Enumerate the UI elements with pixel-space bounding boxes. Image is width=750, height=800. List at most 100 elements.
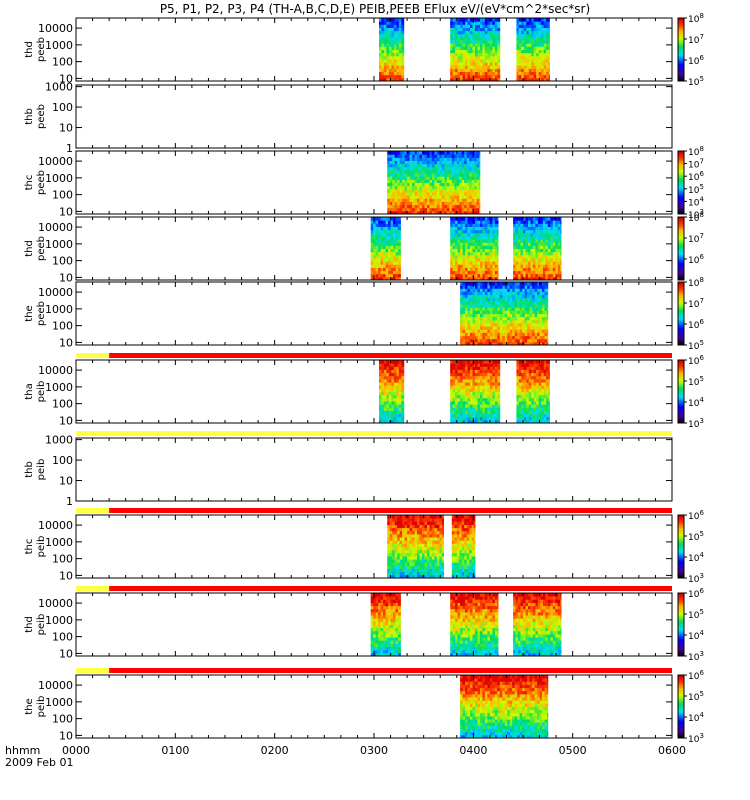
spectrogram-cell — [414, 207, 418, 212]
spectrogram-cell — [409, 182, 413, 187]
spectrogram-cell — [424, 154, 428, 158]
spectrogram-cell — [388, 378, 392, 383]
spectrogram-cell — [516, 30, 520, 35]
spectrogram-cell — [474, 201, 478, 206]
spectrogram-cell — [412, 154, 415, 158]
spectrogram-cell — [396, 49, 400, 54]
spectrogram-cell — [398, 71, 402, 76]
spectrogram-cell — [480, 326, 483, 330]
spectrogram-cell — [550, 217, 554, 221]
spectrogram-cell — [393, 59, 397, 63]
spectrogram-cell — [547, 242, 551, 246]
spectrogram-cell — [399, 151, 403, 155]
spectrogram-cell — [532, 294, 535, 299]
spectrogram-cell — [513, 267, 516, 272]
spectrogram-cell — [484, 248, 488, 253]
spectrogram-cell — [487, 273, 491, 278]
spectrogram-cell — [455, 36, 458, 41]
spectrogram-cell — [514, 316, 518, 321]
spectrogram-cell — [477, 329, 481, 333]
spectrogram-cell — [389, 198, 393, 202]
spectrogram-cell — [536, 394, 540, 399]
spectrogram-cell — [422, 185, 425, 190]
spectrogram-cell — [482, 232, 486, 237]
spectrogram-cell — [455, 397, 458, 402]
spectrogram-cell — [393, 276, 396, 281]
spectrogram-cell — [516, 419, 520, 424]
spectrogram-cell — [388, 382, 392, 386]
spectrogram-cell — [530, 251, 534, 256]
spectrogram-cell — [552, 257, 556, 262]
spectrogram-cell — [459, 151, 463, 155]
spectrogram-cell — [439, 169, 443, 174]
spectrogram-cell — [385, 273, 389, 278]
spectrogram-cell — [542, 223, 546, 227]
colorbar-cell — [678, 158, 684, 161]
spectrogram-cell — [489, 360, 493, 364]
spectrogram-cell — [456, 195, 460, 199]
spectrogram-cell — [487, 375, 491, 380]
spectrogram-cell — [469, 176, 473, 180]
spectrogram-cell — [398, 410, 402, 415]
spectrogram-cell — [391, 400, 395, 405]
spectrogram-cell — [545, 257, 549, 262]
spectrogram-cell — [513, 257, 516, 262]
spectrogram-cell — [487, 33, 491, 38]
spectrogram-cell — [507, 322, 511, 327]
spectrogram-cell — [494, 385, 498, 389]
spectrogram-cell — [460, 239, 463, 243]
spectrogram-cell — [487, 335, 491, 340]
spectrogram-cell — [412, 176, 415, 180]
spectrogram-cell — [521, 68, 525, 72]
spectrogram-cell — [475, 226, 478, 231]
spectrogram-cell — [477, 46, 481, 50]
spectrogram-cell — [543, 36, 547, 41]
spectrogram-cell — [557, 232, 561, 237]
spectrogram-cell — [395, 226, 399, 231]
spectrogram-cell — [471, 176, 475, 180]
spectrogram-cell — [531, 74, 535, 79]
spectrogram-cell — [552, 220, 556, 224]
spectrogram-cell — [489, 245, 493, 249]
spectrogram-cell — [533, 52, 537, 57]
spectrogram-cell — [540, 276, 544, 281]
spectrogram-cell — [417, 210, 420, 215]
spectrogram-cell — [516, 391, 520, 396]
spectrogram-cell — [480, 46, 483, 50]
spectrogram-cell — [454, 173, 458, 177]
colorbar-cell — [678, 240, 684, 243]
spectrogram-cell — [462, 300, 466, 305]
spectrogram-cell — [396, 410, 400, 415]
spectrogram-cell — [398, 245, 401, 249]
spectrogram-cell — [393, 419, 397, 424]
spectrogram-cell — [429, 188, 433, 193]
spectrogram-cell — [465, 335, 468, 340]
spectrogram-cell — [548, 30, 550, 35]
spectrogram-cell — [467, 217, 471, 221]
spectrogram-cell — [475, 363, 478, 367]
spectrogram-cell — [518, 242, 521, 246]
spectrogram-cell — [472, 375, 476, 380]
spectrogram-cell — [465, 410, 468, 415]
spectrogram-cell — [452, 33, 456, 38]
spectrogram-cell — [460, 257, 463, 262]
spectrogram-cell — [487, 264, 491, 268]
spectrogram-cell — [487, 52, 491, 57]
spectrogram-cell — [537, 319, 540, 324]
spectrogram-cell — [391, 397, 395, 402]
spectrogram-cell — [467, 49, 471, 54]
spectrogram-cell — [539, 332, 543, 337]
spectrogram-cell — [484, 338, 488, 343]
spectrogram-cell — [540, 254, 544, 259]
spectrogram-cell — [399, 182, 403, 187]
spectrogram-cell — [477, 394, 481, 399]
spectrogram-cell — [534, 285, 538, 289]
spectrogram-cell — [480, 59, 483, 63]
spectrogram-cell — [514, 285, 518, 289]
spectrogram-cell — [386, 30, 390, 35]
spectrogram-cell — [436, 195, 440, 199]
spectrogram-cell — [492, 294, 496, 299]
spectrogram-cell — [383, 419, 387, 424]
spectrogram-cell — [471, 191, 475, 196]
spectrogram-cell — [383, 248, 386, 253]
